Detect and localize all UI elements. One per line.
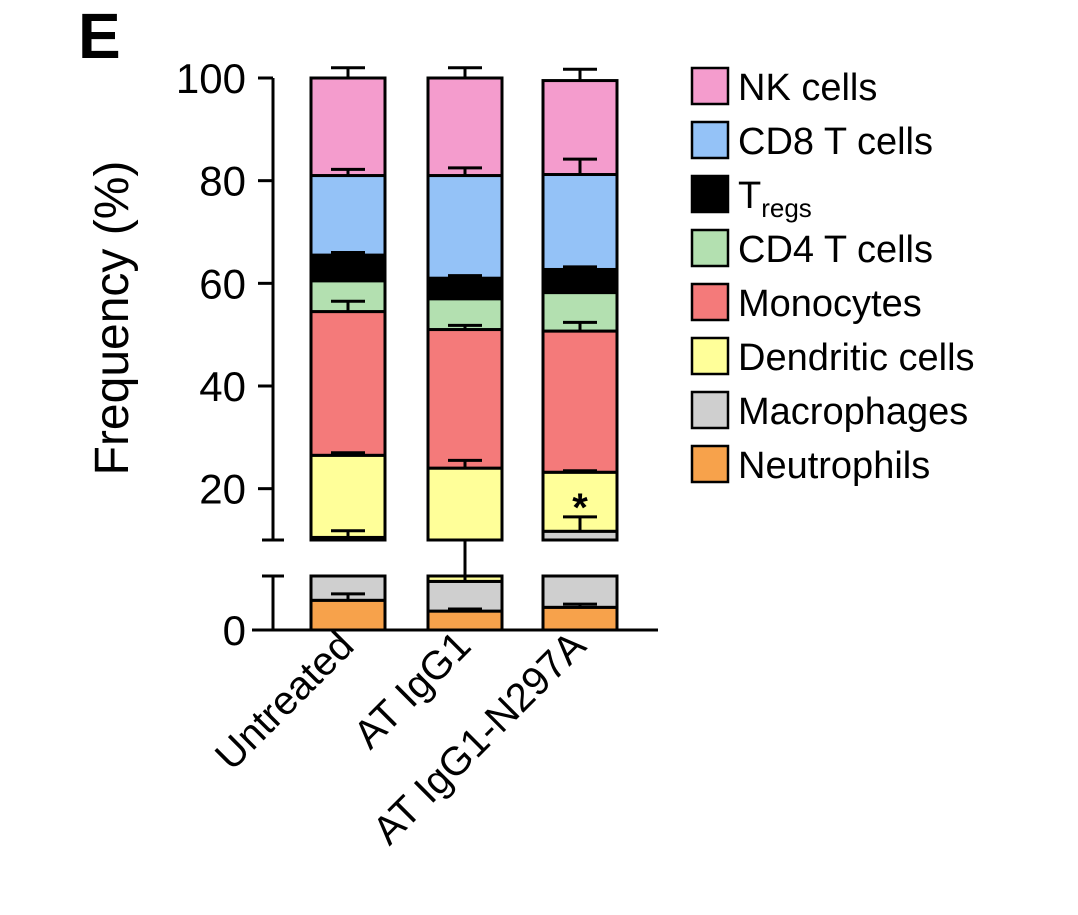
legend-swatch [690, 174, 730, 214]
legend-item-cd8-t-cells: CD8 T cells [690, 120, 933, 163]
legend-label: Neutrophils [738, 445, 930, 487]
legend-label: Monocytes [738, 283, 922, 325]
bar-segment-cd8-t-cells [309, 174, 387, 257]
bar-segment-tregs [541, 267, 619, 295]
bar-group-untreated: Untreated [207, 66, 387, 779]
legend-swatch [690, 390, 730, 430]
bar-segment-cd8-t-cells [426, 174, 504, 280]
bar-segment-macrophages [426, 579, 504, 613]
legend-item-macrophages: Macrophages [690, 390, 968, 433]
legend-item-nk-cells: NK cells [690, 66, 877, 109]
significance-marker: * [572, 486, 588, 530]
legend-swatch [690, 228, 730, 268]
bar-segment-monocytes [309, 310, 387, 457]
panel-label: E [78, 0, 121, 72]
legend-label: Dendritic cells [738, 337, 975, 379]
bar-segment-macrophages [541, 574, 619, 609]
y-tick-label: 80 [199, 158, 246, 205]
bar-segment-tregs [309, 253, 387, 283]
bar-segment-nk-cells [309, 76, 387, 178]
legend-swatch [690, 282, 730, 322]
bar-segment-monocytes [541, 329, 619, 474]
legend-label: CD4 T cells [738, 229, 933, 271]
bar-segment-cd8-t-cells [541, 173, 619, 271]
legend-swatch [690, 444, 730, 484]
legend-label: CD8 T cells [738, 121, 933, 163]
bar-segment-dendritic-cells [426, 466, 504, 542]
legend-label: Macrophages [738, 391, 968, 433]
legend-item-cd4-t-cells: CD4 T cells [690, 228, 933, 271]
y-tick-label: 20 [199, 466, 246, 513]
legend-item-dendritic-cells: Dendritic cells [690, 336, 975, 379]
y-tick-label: 0 [223, 607, 246, 654]
bar-segment-neutrophils [541, 605, 619, 632]
bar-segment-neutrophils [426, 609, 504, 632]
legend-swatch [690, 66, 730, 106]
x-tick-label: AT IgG1-N297A [365, 623, 595, 853]
bar-segment-monocytes [426, 328, 504, 470]
y-axis-title: Frequency (%) [86, 161, 139, 476]
bar-segment-macrophages [309, 574, 387, 602]
bar-segment-nk-cells [426, 76, 504, 178]
y-tick-label: 100 [176, 55, 246, 102]
legend-item-neutrophils: Neutrophils [690, 444, 930, 487]
legend-label: NK cells [738, 67, 877, 109]
legend-swatch [690, 336, 730, 376]
bar-segment-cd4-t-cells [309, 279, 387, 314]
legend-item-tregs: Tregs [690, 174, 812, 223]
legend: NK cells CD8 T cells Tregs CD4 T cells Monoc… [690, 66, 975, 487]
legend-label-subscript: regs [761, 193, 812, 223]
legend-swatch [690, 120, 730, 160]
bar-segment-dendritic-cells [309, 453, 387, 539]
legend-label: Tregs [738, 175, 812, 223]
y-tick-label: 60 [199, 260, 246, 307]
y-tick-label: 40 [199, 363, 246, 410]
bar-segment-neutrophils [309, 598, 387, 632]
legend-item-monocytes: Monocytes [690, 282, 922, 325]
